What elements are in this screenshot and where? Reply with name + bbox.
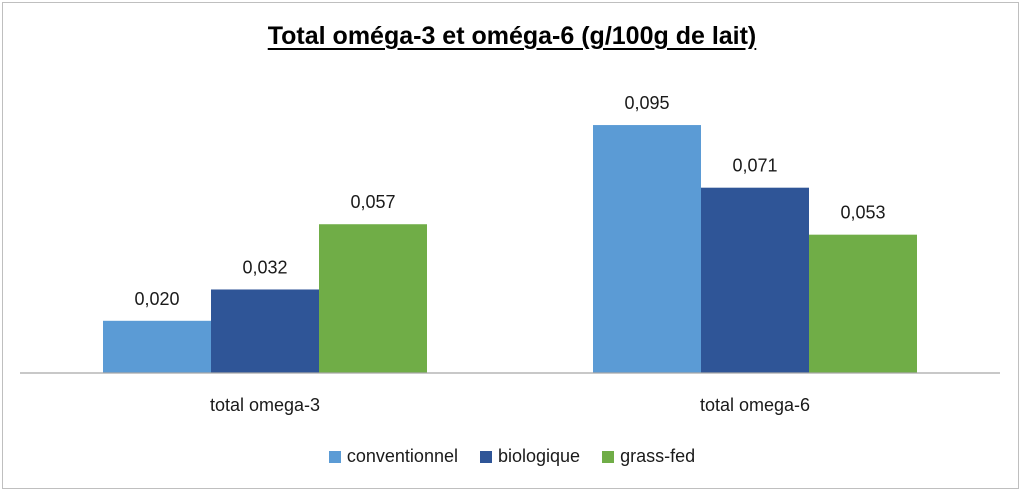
bar-conventionnel-1 — [103, 320, 211, 373]
x-tick-label-1: total omega-3 — [210, 395, 320, 415]
data-label-grass-fed-2: 0,053 — [840, 203, 885, 223]
bar-conventionnel-2 — [593, 125, 701, 373]
x-tick-label-2: total omega-6 — [700, 395, 810, 415]
data-label-grass-fed-1: 0,057 — [350, 192, 395, 212]
bar-grass-fed-1 — [319, 224, 427, 373]
legend-label-conventionnel: conventionnel — [346, 446, 458, 466]
bar-biologique-2 — [701, 187, 809, 373]
legend-swatch-grass-fed — [602, 450, 615, 463]
data-label-biologique-1: 0,032 — [242, 257, 287, 277]
legend-label-biologique: biologique — [497, 446, 581, 466]
data-label-conventionnel-1: 0,020 — [134, 289, 179, 309]
data-label-biologique-2: 0,071 — [732, 156, 777, 176]
legend-swatch-biologique — [479, 450, 492, 463]
legend-item-grass-fed: grass-fed — [602, 446, 695, 467]
bar-grass-fed-2 — [809, 234, 917, 373]
data-label-conventionnel-2: 0,095 — [624, 93, 669, 113]
bar-biologique-1 — [211, 289, 319, 373]
legend-item-conventionnel: conventionnel — [328, 446, 458, 467]
legend-item-biologique: biologique — [479, 446, 581, 467]
legend: conventionnel biologique grass-fed — [0, 446, 1024, 467]
chart-title: Total oméga-3 et oméga-6 (g/100g de lait… — [267, 22, 757, 50]
legend-label-grass-fed: grass-fed — [620, 446, 696, 466]
legend-swatch-conventionnel — [328, 450, 341, 463]
